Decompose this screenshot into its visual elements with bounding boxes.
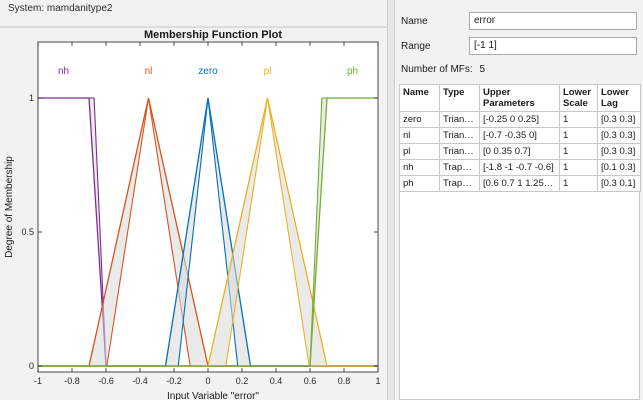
cell-lower-lag[interactable]: [0.3 0.3]: [597, 143, 641, 160]
y-axis-label: Degree of Membership: [4, 156, 15, 258]
num-mfs-text: Number of MFs:: [401, 64, 473, 75]
properties-panel: Name error Range [-1 1] Number of MFs: 5…: [395, 0, 643, 400]
cell-upper-params[interactable]: [0 0.35 0.7]: [479, 143, 560, 160]
series-label-ph: ph: [347, 66, 358, 77]
cell-lower-lag[interactable]: [0.3 0.3]: [597, 111, 641, 128]
num-mfs-value: 5: [479, 64, 486, 75]
cell-lower-lag[interactable]: [0.3 0.3]: [597, 127, 641, 144]
num-mfs-label: Number of MFs: 5: [401, 64, 485, 75]
plot-panel: System: mamdanitype2 Membership Function…: [0, 0, 387, 400]
plot-area: [37, 41, 379, 373]
x-tick-label: 0: [205, 376, 210, 386]
cell-lower-scale[interactable]: 1: [559, 111, 598, 128]
series-label-nh: nh: [58, 66, 69, 77]
x-tick-label: 0.8: [338, 376, 351, 386]
cell-upper-params[interactable]: [-0.7 -0.35 0]: [479, 127, 560, 144]
cell-name[interactable]: nl: [399, 127, 440, 144]
series-label-zero: zero: [198, 66, 218, 77]
range-label: Range: [401, 41, 431, 52]
mf-table[interactable]: Name Type Upper Parameters Lower Scale L…: [399, 84, 641, 192]
col-header-name[interactable]: Name: [399, 84, 440, 112]
series-lower-ph: [38, 97, 378, 367]
y-tick-label: 0: [29, 361, 34, 371]
cell-upper-params[interactable]: [0.6 0.7 1 1.25263]: [479, 175, 560, 192]
cell-type[interactable]: Triang...: [439, 143, 480, 160]
x-tick-label: 0.2: [236, 376, 249, 386]
x-tick-label: 1: [375, 376, 380, 386]
cell-lower-scale[interactable]: 1: [559, 159, 598, 176]
series-label-pl: pl: [264, 66, 272, 77]
y-tick-label: 0.5: [21, 227, 34, 237]
col-header-type[interactable]: Type: [439, 84, 480, 112]
range-field[interactable]: [-1 1]: [469, 37, 637, 55]
col-header-lower-scale[interactable]: Lower Scale: [559, 84, 598, 112]
x-tick-label: -0.4: [132, 376, 148, 386]
cell-name[interactable]: pl: [399, 143, 440, 160]
cell-upper-params[interactable]: [-1.8 -1 -0.7 -0.6]: [479, 159, 560, 176]
membership-function-plot[interactable]: Membership Function Plot nh nl zero pl ph -1…: [0, 0, 387, 400]
cell-upper-params[interactable]: [-0.25 0 0.25]: [479, 111, 560, 128]
col-header-lower-lag[interactable]: Lower Lag: [597, 84, 641, 112]
table-row[interactable]: ph Trapez... [0.6 0.7 1 1.25263] 1 [0.3 …: [399, 175, 641, 192]
table-row[interactable]: pl Triang... [0 0.35 0.7] 1 [0.3 0.3]: [399, 143, 641, 160]
cell-type[interactable]: Triang...: [439, 127, 480, 144]
cell-lower-scale[interactable]: 1: [559, 143, 598, 160]
cell-lower-lag[interactable]: [0.1 0.3]: [597, 159, 641, 176]
y-tick-label: 1: [29, 93, 34, 103]
system-label: System: mamdanitype2: [8, 3, 113, 14]
table-row[interactable]: nh Trapez... [-1.8 -1 -0.7 -0.6] 1 [0.1 …: [399, 159, 641, 176]
col-header-upper-params[interactable]: Upper Parameters: [479, 84, 560, 112]
x-tick-label: 0.4: [270, 376, 283, 386]
cell-lower-scale[interactable]: 1: [559, 175, 598, 192]
x-tick-label: -1: [34, 376, 42, 386]
table-row[interactable]: zero Triang... [-0.25 0 0.25] 1 [0.3 0.3…: [399, 111, 641, 128]
cell-type[interactable]: Triang...: [439, 111, 480, 128]
x-tick-label: -0.8: [64, 376, 80, 386]
series-label-nl: nl: [145, 66, 153, 77]
cell-lower-lag[interactable]: [0.3 0.1]: [597, 175, 641, 192]
x-tick-label: 0.6: [304, 376, 317, 386]
panel-divider[interactable]: [387, 0, 395, 400]
x-axis-label: Input Variable "error": [167, 391, 259, 400]
cell-name[interactable]: zero: [399, 111, 440, 128]
cell-name[interactable]: ph: [399, 175, 440, 192]
table-header-row: Name Type Upper Parameters Lower Scale L…: [399, 84, 641, 112]
cell-name[interactable]: nh: [399, 159, 440, 176]
cell-type[interactable]: Trapez...: [439, 175, 480, 192]
axes-group: -1 -0.8 -0.6 -0.4 -0.2 0 0.2 0.4 0.6 0.8 1 0 0.5 1: [21, 41, 381, 386]
x-tick-label: -0.6: [98, 376, 114, 386]
table-row[interactable]: nl Triang... [-0.7 -0.35 0] 1 [0.3 0.3]: [399, 127, 641, 144]
name-field[interactable]: error: [469, 12, 637, 30]
name-label: Name: [401, 16, 428, 27]
series-group: nh nl zero pl ph: [38, 66, 378, 367]
cell-lower-scale[interactable]: 1: [559, 127, 598, 144]
x-tick-label: -0.2: [166, 376, 182, 386]
chart-title: Membership Function Plot: [144, 29, 282, 41]
cell-type[interactable]: Trapez...: [439, 159, 480, 176]
